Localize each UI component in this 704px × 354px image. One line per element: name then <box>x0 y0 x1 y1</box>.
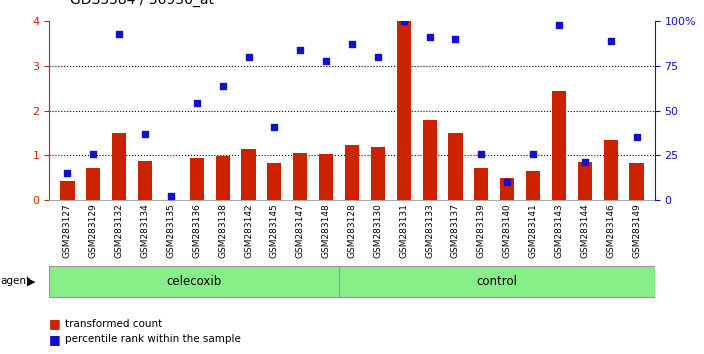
Bar <box>268 163 282 200</box>
Point <box>191 101 202 106</box>
Bar <box>138 161 152 200</box>
Text: ▶: ▶ <box>27 276 35 286</box>
Point <box>502 179 513 185</box>
Bar <box>293 153 308 200</box>
Bar <box>552 91 566 200</box>
Point <box>476 151 487 156</box>
Text: control: control <box>477 275 517 288</box>
Text: GSM283136: GSM283136 <box>192 203 201 258</box>
Point <box>113 31 125 36</box>
Point <box>165 194 177 199</box>
Bar <box>578 162 592 200</box>
Text: GSM283146: GSM283146 <box>606 203 615 258</box>
Point <box>605 38 617 44</box>
Bar <box>189 159 204 200</box>
FancyBboxPatch shape <box>49 266 339 297</box>
Bar <box>345 145 359 200</box>
Point <box>269 124 280 130</box>
Point <box>579 160 591 165</box>
Bar <box>319 154 333 200</box>
Point <box>294 47 306 53</box>
Bar <box>526 171 540 200</box>
Point <box>320 58 332 63</box>
Text: ■: ■ <box>49 333 65 346</box>
Text: GSM283145: GSM283145 <box>270 203 279 258</box>
Text: GSM283140: GSM283140 <box>503 203 512 258</box>
Text: GSM283139: GSM283139 <box>477 203 486 258</box>
Point <box>139 131 151 137</box>
Bar <box>448 133 463 200</box>
Bar <box>86 168 101 200</box>
Text: GSM283135: GSM283135 <box>166 203 175 258</box>
Bar <box>215 156 230 200</box>
Text: GSM283147: GSM283147 <box>296 203 305 258</box>
Point <box>424 34 435 40</box>
Text: GSM283134: GSM283134 <box>141 203 149 258</box>
Point <box>398 18 410 24</box>
Bar <box>474 168 489 200</box>
Text: GSM283148: GSM283148 <box>322 203 331 258</box>
Bar <box>396 21 411 200</box>
Text: GSM283143: GSM283143 <box>555 203 563 258</box>
Bar <box>61 181 75 200</box>
Bar <box>629 163 643 200</box>
Text: GSM283133: GSM283133 <box>425 203 434 258</box>
Bar <box>371 147 385 200</box>
FancyBboxPatch shape <box>339 266 655 297</box>
Point <box>450 36 461 42</box>
Text: GSM283130: GSM283130 <box>373 203 382 258</box>
Point <box>217 83 228 88</box>
Text: transformed count: transformed count <box>65 319 162 329</box>
Text: celecoxib: celecoxib <box>167 275 222 288</box>
Text: GSM283132: GSM283132 <box>115 203 124 258</box>
Text: GSM283128: GSM283128 <box>348 203 356 258</box>
Text: GSM283142: GSM283142 <box>244 203 253 258</box>
Point <box>372 54 384 60</box>
Point <box>553 22 565 28</box>
Point <box>243 54 254 60</box>
Bar <box>422 120 436 200</box>
Text: GSM283138: GSM283138 <box>218 203 227 258</box>
Text: agent: agent <box>1 276 31 286</box>
Text: GSM283137: GSM283137 <box>451 203 460 258</box>
Text: GSM283131: GSM283131 <box>399 203 408 258</box>
Bar <box>241 149 256 200</box>
Text: GSM283144: GSM283144 <box>580 203 589 258</box>
Text: percentile rank within the sample: percentile rank within the sample <box>65 334 241 344</box>
Text: GSM283127: GSM283127 <box>63 203 72 258</box>
Point <box>346 42 358 47</box>
Point <box>631 135 642 140</box>
Text: GDS3384 / 36936_at: GDS3384 / 36936_at <box>70 0 215 7</box>
Text: GSM283141: GSM283141 <box>529 203 538 258</box>
Text: GSM283149: GSM283149 <box>632 203 641 258</box>
Text: ■: ■ <box>49 318 65 330</box>
Bar <box>500 178 515 200</box>
Bar <box>112 133 126 200</box>
Point <box>87 151 99 156</box>
Bar <box>603 140 618 200</box>
Point <box>62 170 73 176</box>
Text: GSM283129: GSM283129 <box>89 203 98 258</box>
Point <box>527 151 539 156</box>
